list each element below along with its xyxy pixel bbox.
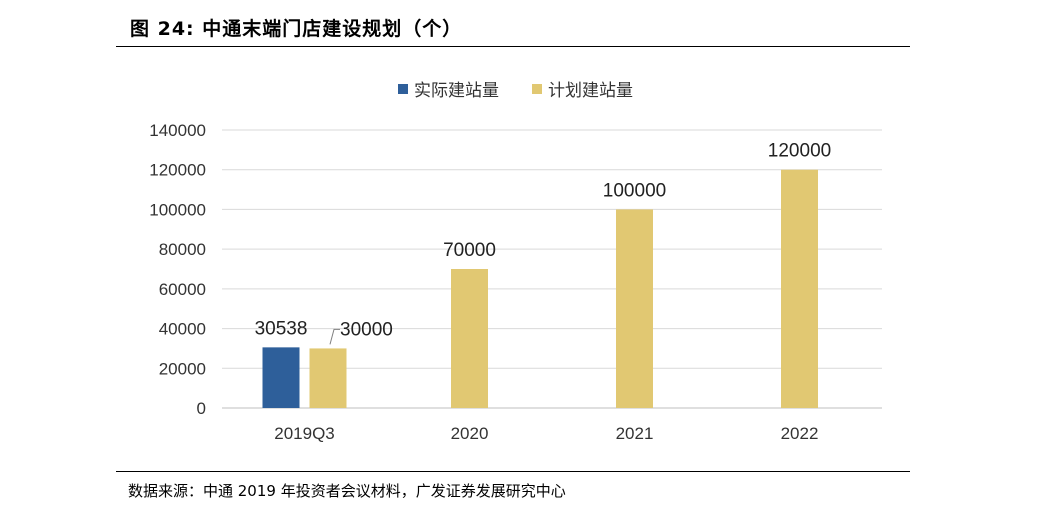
x-tick-label: 2021	[616, 424, 654, 443]
title-rule	[116, 46, 910, 47]
data-label: 100000	[603, 180, 666, 201]
bar-2022-计划建站量	[781, 169, 818, 408]
x-axis: 2019Q3 2020 2021 2022	[274, 424, 818, 443]
y-tick-label: 20000	[159, 359, 206, 378]
y-tick-label: 40000	[159, 320, 206, 339]
y-axis: 0 20000 40000 60000 80000 100000 120000 140000	[149, 121, 206, 418]
x-tick-label: 2020	[451, 424, 489, 443]
y-tick-label: 100000	[149, 200, 206, 219]
data-label: 30538	[255, 318, 308, 339]
y-tick-label: 80000	[159, 240, 206, 259]
legend-swatch	[398, 84, 408, 94]
x-tick-label: 2022	[781, 424, 819, 443]
legend-label: 实际建站量	[414, 81, 499, 100]
data-labels: 30538 30000 70000 100000 120000	[255, 141, 831, 345]
legend: 实际建站量 计划建站量	[398, 81, 633, 100]
source-rule	[116, 471, 910, 472]
data-label-leader	[329, 328, 340, 345]
y-tick-label: 60000	[159, 280, 206, 299]
bar-2019Q3-计划建站量	[309, 348, 347, 408]
y-tick-label: 140000	[149, 121, 206, 140]
x-tick-label: 2019Q3	[274, 424, 335, 443]
legend-label: 计划建站量	[548, 81, 633, 100]
y-tick-label: 0	[197, 399, 206, 418]
bars	[262, 169, 818, 408]
data-label: 70000	[443, 240, 496, 261]
y-tick-label: 120000	[149, 161, 206, 180]
data-label: 30000	[340, 319, 393, 340]
figure-title: 图 24: 中通末端门店建设规划（个）	[130, 18, 463, 40]
bar-2020-计划建站量	[451, 269, 488, 408]
legend-swatch	[532, 84, 542, 94]
bar-chart: 020000400006000080000100000120000140000 …	[149, 81, 882, 443]
bar-2021-计划建站量	[616, 209, 653, 408]
data-label: 120000	[768, 141, 831, 162]
bar-2019Q3-实际建站量	[262, 347, 300, 408]
source-note: 数据来源：中通 2019 年投资者会议材料，广发证券发展研究中心	[128, 482, 566, 500]
